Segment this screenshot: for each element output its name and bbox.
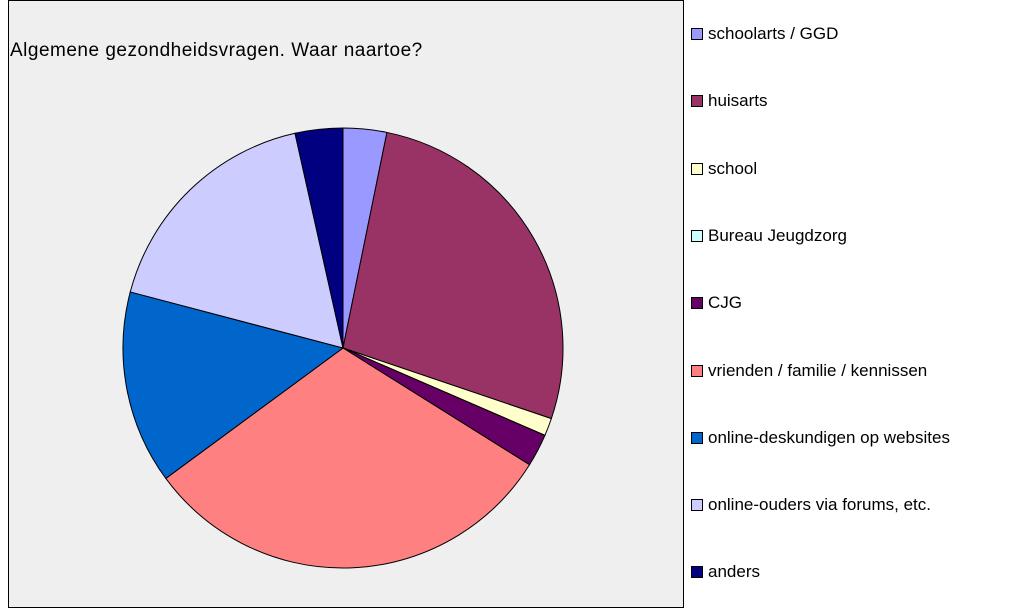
- chart-title: Algemene gezondheidsvragen. Waar naartoe…: [10, 40, 423, 61]
- legend-item: school: [691, 159, 757, 179]
- legend-item: vrienden / familie / kennissen: [691, 361, 927, 381]
- legend-item: online-deskundigen op websites: [691, 428, 950, 448]
- legend-label: online-ouders via forums, etc.: [708, 495, 931, 515]
- legend-label: Bureau Jeugdzorg: [708, 225, 847, 245]
- legend-item: huisarts: [691, 91, 768, 111]
- legend-swatch: [691, 297, 703, 310]
- legend-label: school: [708, 158, 758, 178]
- legend-item: anders: [691, 562, 760, 582]
- legend-item: Bureau Jeugdzorg: [691, 226, 847, 246]
- legend-swatch: [691, 364, 703, 377]
- legend-label: schoolarts / GGD: [708, 24, 839, 43]
- legend-item: schoolarts / GGD: [691, 24, 838, 44]
- legend-swatch: [691, 229, 703, 242]
- legend-item: CJG: [691, 293, 742, 313]
- legend-item: online-ouders via forums, etc.: [691, 495, 931, 515]
- pie-slice: [122, 291, 345, 480]
- legend-label: online-deskundigen op websites: [708, 427, 950, 447]
- legend-swatch: [691, 566, 703, 579]
- pie-slice: [342, 131, 564, 420]
- legend-label: anders: [708, 562, 760, 582]
- legend-swatch: [691, 162, 703, 175]
- legend-swatch: [691, 499, 703, 512]
- legend-label: vrienden / familie / kennissen: [708, 360, 928, 380]
- legend-swatch: [691, 95, 703, 108]
- legend-swatch: [691, 431, 703, 444]
- pie-slice: [165, 347, 531, 569]
- legend-swatch: [691, 28, 703, 40]
- legend-label: CJG: [708, 293, 742, 313]
- pie-slice: [129, 132, 344, 349]
- pie-slice: [294, 127, 344, 349]
- legend-label: huisarts: [708, 91, 768, 111]
